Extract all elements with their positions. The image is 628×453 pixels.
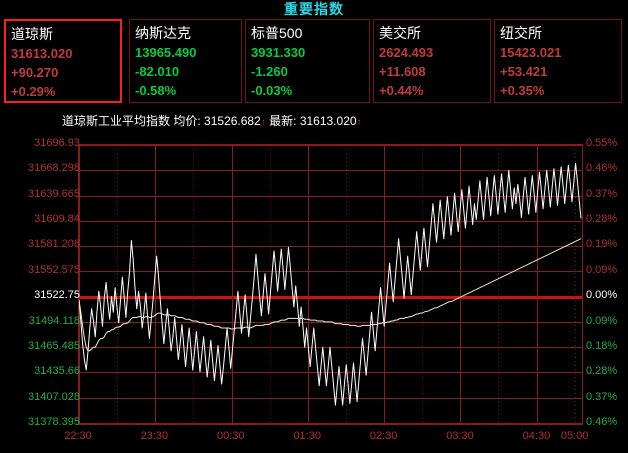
y-tick-left: 31696.93: [34, 137, 80, 149]
quote-percent: +0.44%: [379, 83, 424, 98]
chart-last-label: 最新:: [269, 114, 297, 128]
y-tick-right: 0.55%: [586, 137, 618, 149]
y-tick-right: 0.09%: [586, 314, 618, 327]
quote-name: 纽交所: [500, 25, 542, 41]
quote-value: 2624.493: [379, 45, 434, 60]
quote-box-1[interactable]: 纳斯达克 13965.490 -82.010 -0.58%: [129, 19, 242, 103]
y-tick-right: 0.09%: [586, 263, 618, 276]
y-tick-left: 31435.66: [34, 365, 80, 378]
y-tick-left: 31668.298: [28, 162, 80, 175]
plot-svg: [79, 145, 582, 424]
plot-area[interactable]: [78, 144, 583, 425]
x-tick-7: 05:00: [560, 430, 589, 442]
quote-change: +53.421: [500, 64, 548, 79]
y-tick-right: 0.46%: [586, 416, 618, 428]
y-tick-right: 0.37%: [586, 390, 618, 403]
quote-change: +11.608: [379, 64, 426, 79]
x-tick-4: 02:30: [369, 430, 398, 442]
intraday-chart: 31696.93 31668.298 31639.665 31609.84 31581.…: [0, 130, 628, 453]
quote-name: 美交所: [379, 25, 421, 41]
quote-value: 31613.020: [11, 46, 73, 61]
avg-up-arrow-icon: ↑: [260, 117, 266, 128]
chart-header: 道琼斯工业平均指数 均价: 31526.682↑ 最新: 31613.020↑: [62, 112, 362, 130]
quote-name: 道琼斯: [11, 26, 53, 42]
y-tick-left: 31494.118: [28, 314, 80, 327]
quote-change: +90.270: [11, 65, 59, 80]
quote-name: 标普500: [251, 25, 303, 41]
y-tick-right: 0.18%: [586, 339, 618, 352]
y-tick-right: 0.28%: [586, 213, 618, 226]
x-tick-5: 03:30: [446, 430, 474, 442]
quote-percent: +0.35%: [500, 83, 545, 98]
quote-percent: -0.03%: [251, 83, 293, 98]
x-tick-0: 22:30: [64, 430, 92, 442]
quote-box-strip: 道琼斯 31613.020 +90.270 +0.29% 纳斯达克 13965.490 -8…: [0, 19, 628, 110]
quote-value: 3931.330: [251, 45, 306, 60]
quote-box-4[interactable]: 纽交所 15423.021 +53.421 +0.35%: [494, 19, 622, 103]
quote-value: 15423.021: [500, 45, 562, 60]
quote-change: -82.010: [135, 64, 180, 79]
quote-change: -1.260: [251, 64, 288, 79]
quote-box-3[interactable]: 美交所 2624.493 +11.608 +0.44%: [373, 19, 491, 103]
price-line: [79, 162, 582, 406]
y-tick-left: 31639.665: [28, 187, 80, 200]
y-tick-right: 0.46%: [586, 162, 618, 175]
y-tick-right: 0.28%: [586, 365, 618, 378]
chart-index-name: 道琼斯工业平均指数: [62, 114, 171, 128]
y-tick-left: 31522.75: [34, 289, 80, 302]
quote-box-2[interactable]: 标普500 3931.330 -1.260 -0.03%: [245, 19, 370, 103]
y-tick-left: 31465.485: [28, 339, 80, 352]
quote-box-0[interactable]: 道琼斯 31613.020 +90.270 +0.29%: [4, 19, 122, 103]
chart-avg-label: 均价:: [173, 114, 201, 128]
y-tick-left: 31407.028: [28, 390, 80, 403]
chart-last-value: 31613.020: [299, 114, 357, 128]
y-tick-right: 0.19%: [586, 238, 618, 251]
quote-name: 纳斯达克: [135, 25, 191, 41]
y-tick-left: 31552.575: [28, 263, 80, 276]
quote-percent: +0.29%: [11, 84, 56, 99]
last-up-arrow-icon: ↑: [356, 117, 362, 128]
x-tick-1: 23:30: [140, 430, 169, 442]
page-title: 重要指数: [284, 1, 344, 17]
title-bar: 重要指数: [0, 0, 628, 19]
x-tick-3: 01:30: [293, 430, 321, 442]
quote-value: 13965.490: [135, 45, 197, 60]
y-tick-right: 0.37%: [586, 187, 618, 200]
average-line: [79, 238, 582, 352]
y-tick-left: 31378.395: [28, 416, 80, 428]
y-tick-left: 31581.208: [28, 238, 80, 251]
y-tick-right: 0.00%: [586, 289, 618, 302]
y-tick-left: 31609.84: [34, 213, 80, 226]
chart-avg-value: 31526.682: [204, 114, 261, 128]
x-tick-6: 04:30: [522, 430, 551, 442]
x-tick-2: 00:30: [217, 430, 245, 442]
quote-percent: -0.58%: [135, 83, 177, 98]
